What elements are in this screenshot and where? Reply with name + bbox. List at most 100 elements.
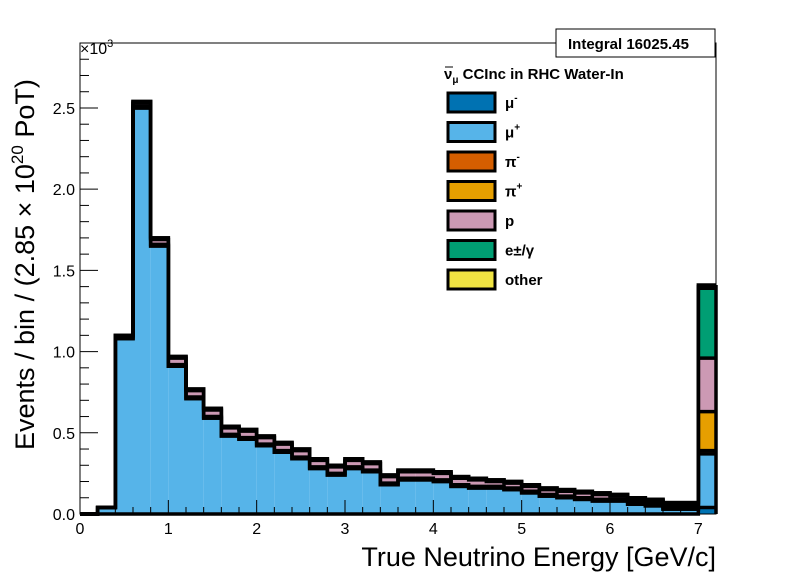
bar--bin-35 (698, 411, 716, 451)
bar--bin-29 (592, 501, 610, 514)
bar-p-bin-17 (380, 476, 398, 484)
legend-label-1: μ+ (505, 123, 520, 142)
bar-p-bin-8 (221, 427, 239, 435)
legend-label-5: e±/γ (505, 243, 535, 260)
stats-box-text: Integral 16025.45 (568, 36, 689, 53)
histogram-bars (80, 99, 718, 516)
bar-p-bin-28 (574, 492, 593, 498)
bar--bin-12 (292, 458, 310, 514)
bar--bin-9 (239, 439, 257, 514)
bar--bin-6 (186, 398, 204, 514)
bar-p-bin-27 (557, 491, 575, 497)
bar--bin-27 (557, 497, 575, 514)
bar-p-bin-9 (239, 431, 257, 438)
bar-p-bin-10 (256, 437, 275, 445)
bar--bin-1 (97, 507, 116, 514)
bar--bin-18 (398, 479, 416, 514)
legend-label-0: μ- (505, 93, 518, 112)
bar--bin-23 (486, 488, 504, 514)
legend: νμ CCInc in RHC Water-In μ-μ+ π-π+ p e±/γ ot… (444, 66, 624, 291)
bar--bin-28 (574, 499, 593, 514)
bar-p-bin-12 (292, 450, 310, 458)
bar--bin-13 (309, 468, 328, 514)
x-tick-label: 6 (606, 521, 615, 538)
bar--bin-30 (610, 501, 628, 514)
legend-swatch-0 (446, 91, 497, 114)
bar-p-bin-14 (327, 466, 345, 474)
bar--bin-21 (451, 486, 469, 514)
bar--bin-3 (133, 107, 151, 514)
bar-p-bin-20 (433, 473, 451, 480)
bar--bin-7 (203, 418, 222, 514)
x-tick-label: 1 (164, 521, 173, 538)
bar--bin-34 (680, 509, 699, 514)
y-tick-label: 2.5 (53, 101, 75, 118)
legend-swatch-1 (446, 121, 497, 143)
bar--bin-26 (539, 496, 557, 514)
x-tick-label: 5 (517, 521, 526, 538)
x-tick-label: 3 (341, 521, 350, 538)
bar-p-bin-11 (274, 444, 292, 451)
bar-p-bin-26 (539, 489, 557, 495)
bar-p-bin-21 (451, 478, 469, 485)
bar-p-bin-25 (521, 486, 540, 492)
bar--bin-35 (698, 453, 716, 508)
bar-p-bin-18 (398, 471, 416, 479)
bar--bin-8 (221, 436, 239, 514)
y-tick-label: 1.5 (53, 263, 75, 280)
bar--bin-15 (345, 468, 363, 514)
bar--bin-19 (415, 479, 434, 514)
bar--bin-31 (627, 504, 646, 514)
bar-p-bin-5 (168, 358, 186, 365)
bar-p-bin-4 (150, 239, 169, 245)
legend-label-6: other (505, 272, 543, 289)
legend-swatch-5 (446, 239, 497, 261)
axis-ticks: 0 1 2 3 4 5 6 7 0.0 0.5 1.0 1.5 2.0 2.5 (53, 42, 717, 538)
y-tick-label: 0.0 (53, 507, 75, 524)
bar--bin-16 (362, 471, 381, 514)
x-tick-label: 4 (429, 521, 438, 538)
bar--bin-10 (256, 445, 275, 514)
bar--bin-22 (468, 488, 487, 514)
bar-p-bin-7 (203, 410, 222, 417)
bar-p-bin-24 (504, 483, 522, 489)
legend-swatch-6 (446, 268, 497, 291)
bar--bin-35 (698, 507, 716, 514)
bar-p-bin-35 (698, 358, 716, 412)
bar--bin-32 (645, 505, 663, 514)
bar--bin-5 (168, 366, 186, 514)
bar--bin-20 (433, 481, 451, 514)
bar--bin-14 (327, 475, 345, 514)
stats-box-frame (555, 28, 716, 58)
y-tick-label: 1.0 (53, 345, 75, 362)
bar--bin-2 (115, 338, 133, 514)
x-tick-label: 0 (76, 521, 85, 538)
bar--bin-17 (380, 484, 398, 514)
x-tick-label: 7 (694, 521, 703, 538)
legend-swatch-2 (446, 150, 497, 173)
x-axis-label: True Neutrino Energy [GeV/c] (361, 542, 716, 572)
bar--bin-24 (504, 489, 522, 514)
bar--bin-11 (274, 452, 292, 514)
bar-p-bin-23 (486, 481, 504, 487)
bar-p-bin-29 (592, 494, 610, 500)
bar-p-bin-6 (186, 390, 204, 398)
legend-swatch-4 (446, 209, 497, 232)
y-tick-label: 2.0 (53, 182, 75, 199)
legend-label-3: π+ (505, 182, 522, 201)
bar--bin-25 (521, 492, 540, 514)
bar-p-bin-19 (415, 471, 434, 479)
legend-label-4: p (505, 213, 514, 230)
legend-swatch-3 (446, 180, 497, 202)
bar--bin-33 (663, 509, 681, 514)
stats-box: Integral 16025.45 (555, 28, 716, 58)
bar-e-bin-35 (698, 288, 716, 359)
legend-entries: μ-μ+ π-π+ p e±/γ other (446, 91, 543, 291)
y-tick-label: 0.5 (53, 426, 75, 443)
bar--bin-4 (150, 246, 169, 514)
y-axis-label: Events / bin / (2.85 × 1020 PoT) (8, 79, 40, 450)
bar-p-bin-13 (309, 460, 328, 467)
x-tick-label: 2 (252, 521, 261, 538)
bar-p-bin-15 (345, 460, 363, 467)
